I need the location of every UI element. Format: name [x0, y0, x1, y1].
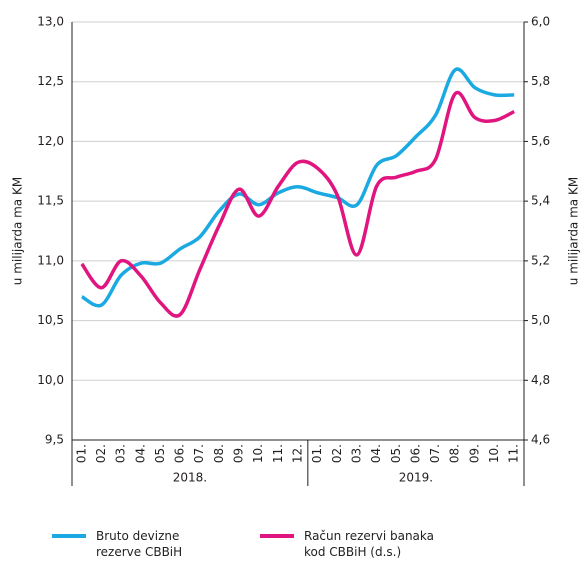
y-axis-label: u milijarda ma KM — [11, 177, 25, 285]
y-tick-label: 10,5 — [37, 313, 64, 327]
x-tick-label: 01. — [74, 444, 88, 463]
x-tick-label: 10. — [487, 444, 501, 463]
x-tick-label: 06. — [173, 444, 187, 463]
y-tick-label: 11,0 — [37, 253, 64, 267]
x-tick-label: 06. — [408, 444, 422, 463]
x-tick-label: 09. — [467, 444, 481, 463]
y2-tick-label: 4,8 — [531, 373, 550, 387]
legend-label: Račun rezervi banaka kod CBBiH (d.s.) — [304, 529, 434, 559]
x-tick-label: 08. — [212, 444, 226, 463]
y2-tick-label: 5,6 — [531, 134, 550, 148]
y2-tick-label: 5,4 — [531, 194, 550, 208]
legend-item: Račun rezervi banaka kod CBBiH (d.s.) — [260, 528, 434, 560]
y2-tick-label: 5,8 — [531, 74, 550, 88]
x-tick-label: 02. — [330, 444, 344, 463]
x-tick-label: 07. — [428, 444, 442, 463]
x-tick-label: 03. — [114, 444, 128, 463]
group-label: 2019. — [399, 471, 433, 485]
chart: u milijarda ma KM u milijarda ma KM 9,5 1… — [11, 15, 581, 486]
legend-label: Bruto devizne rezerve CBBiH — [96, 529, 183, 559]
x-tick-label: 07. — [192, 444, 206, 463]
x-tick-label: 11. — [507, 444, 521, 463]
y2-tick-label: 5,2 — [531, 253, 550, 267]
x-tick-label: 08. — [448, 444, 462, 463]
x-tick-label: 01. — [310, 444, 324, 463]
x-tick-label: 04. — [369, 444, 383, 463]
y-tick-label: 12,0 — [37, 134, 64, 148]
x-tick-label: 05. — [389, 444, 403, 463]
y2-tick-label: 5,0 — [531, 313, 550, 327]
group-label: 2018. — [173, 471, 207, 485]
x-tick-label: 09. — [232, 444, 246, 463]
legend-item: Bruto devizne rezerve CBBiH — [52, 528, 226, 560]
x-tick-label: 04. — [133, 444, 147, 463]
y-tick-label: 13,0 — [37, 15, 64, 29]
legend: Bruto devizne rezerve CBBiH Račun rezervi… — [52, 528, 532, 560]
y-tick-label: 12,5 — [37, 74, 64, 88]
x-tick-label: 12. — [291, 444, 305, 463]
y-tick-label: 11,5 — [37, 194, 64, 208]
x-tick-label: 10. — [251, 444, 265, 463]
x-tick-label: 05. — [153, 444, 167, 463]
y2-tick-label: 4,6 — [531, 433, 550, 447]
y2-axis-label: u milijarda ma KM — [567, 177, 581, 285]
y-tick-label: 10,0 — [37, 373, 64, 387]
x-tick-label: 02. — [94, 444, 108, 463]
line-series — [80, 90, 515, 318]
x-tick-label: 11. — [271, 444, 285, 463]
x-tick-label: 03. — [349, 444, 363, 463]
y-tick-label: 9,5 — [45, 433, 64, 447]
legend-swatch — [260, 534, 294, 538]
line-series — [80, 67, 515, 308]
legend-swatch — [52, 534, 86, 538]
y2-tick-label: 6,0 — [531, 15, 550, 29]
